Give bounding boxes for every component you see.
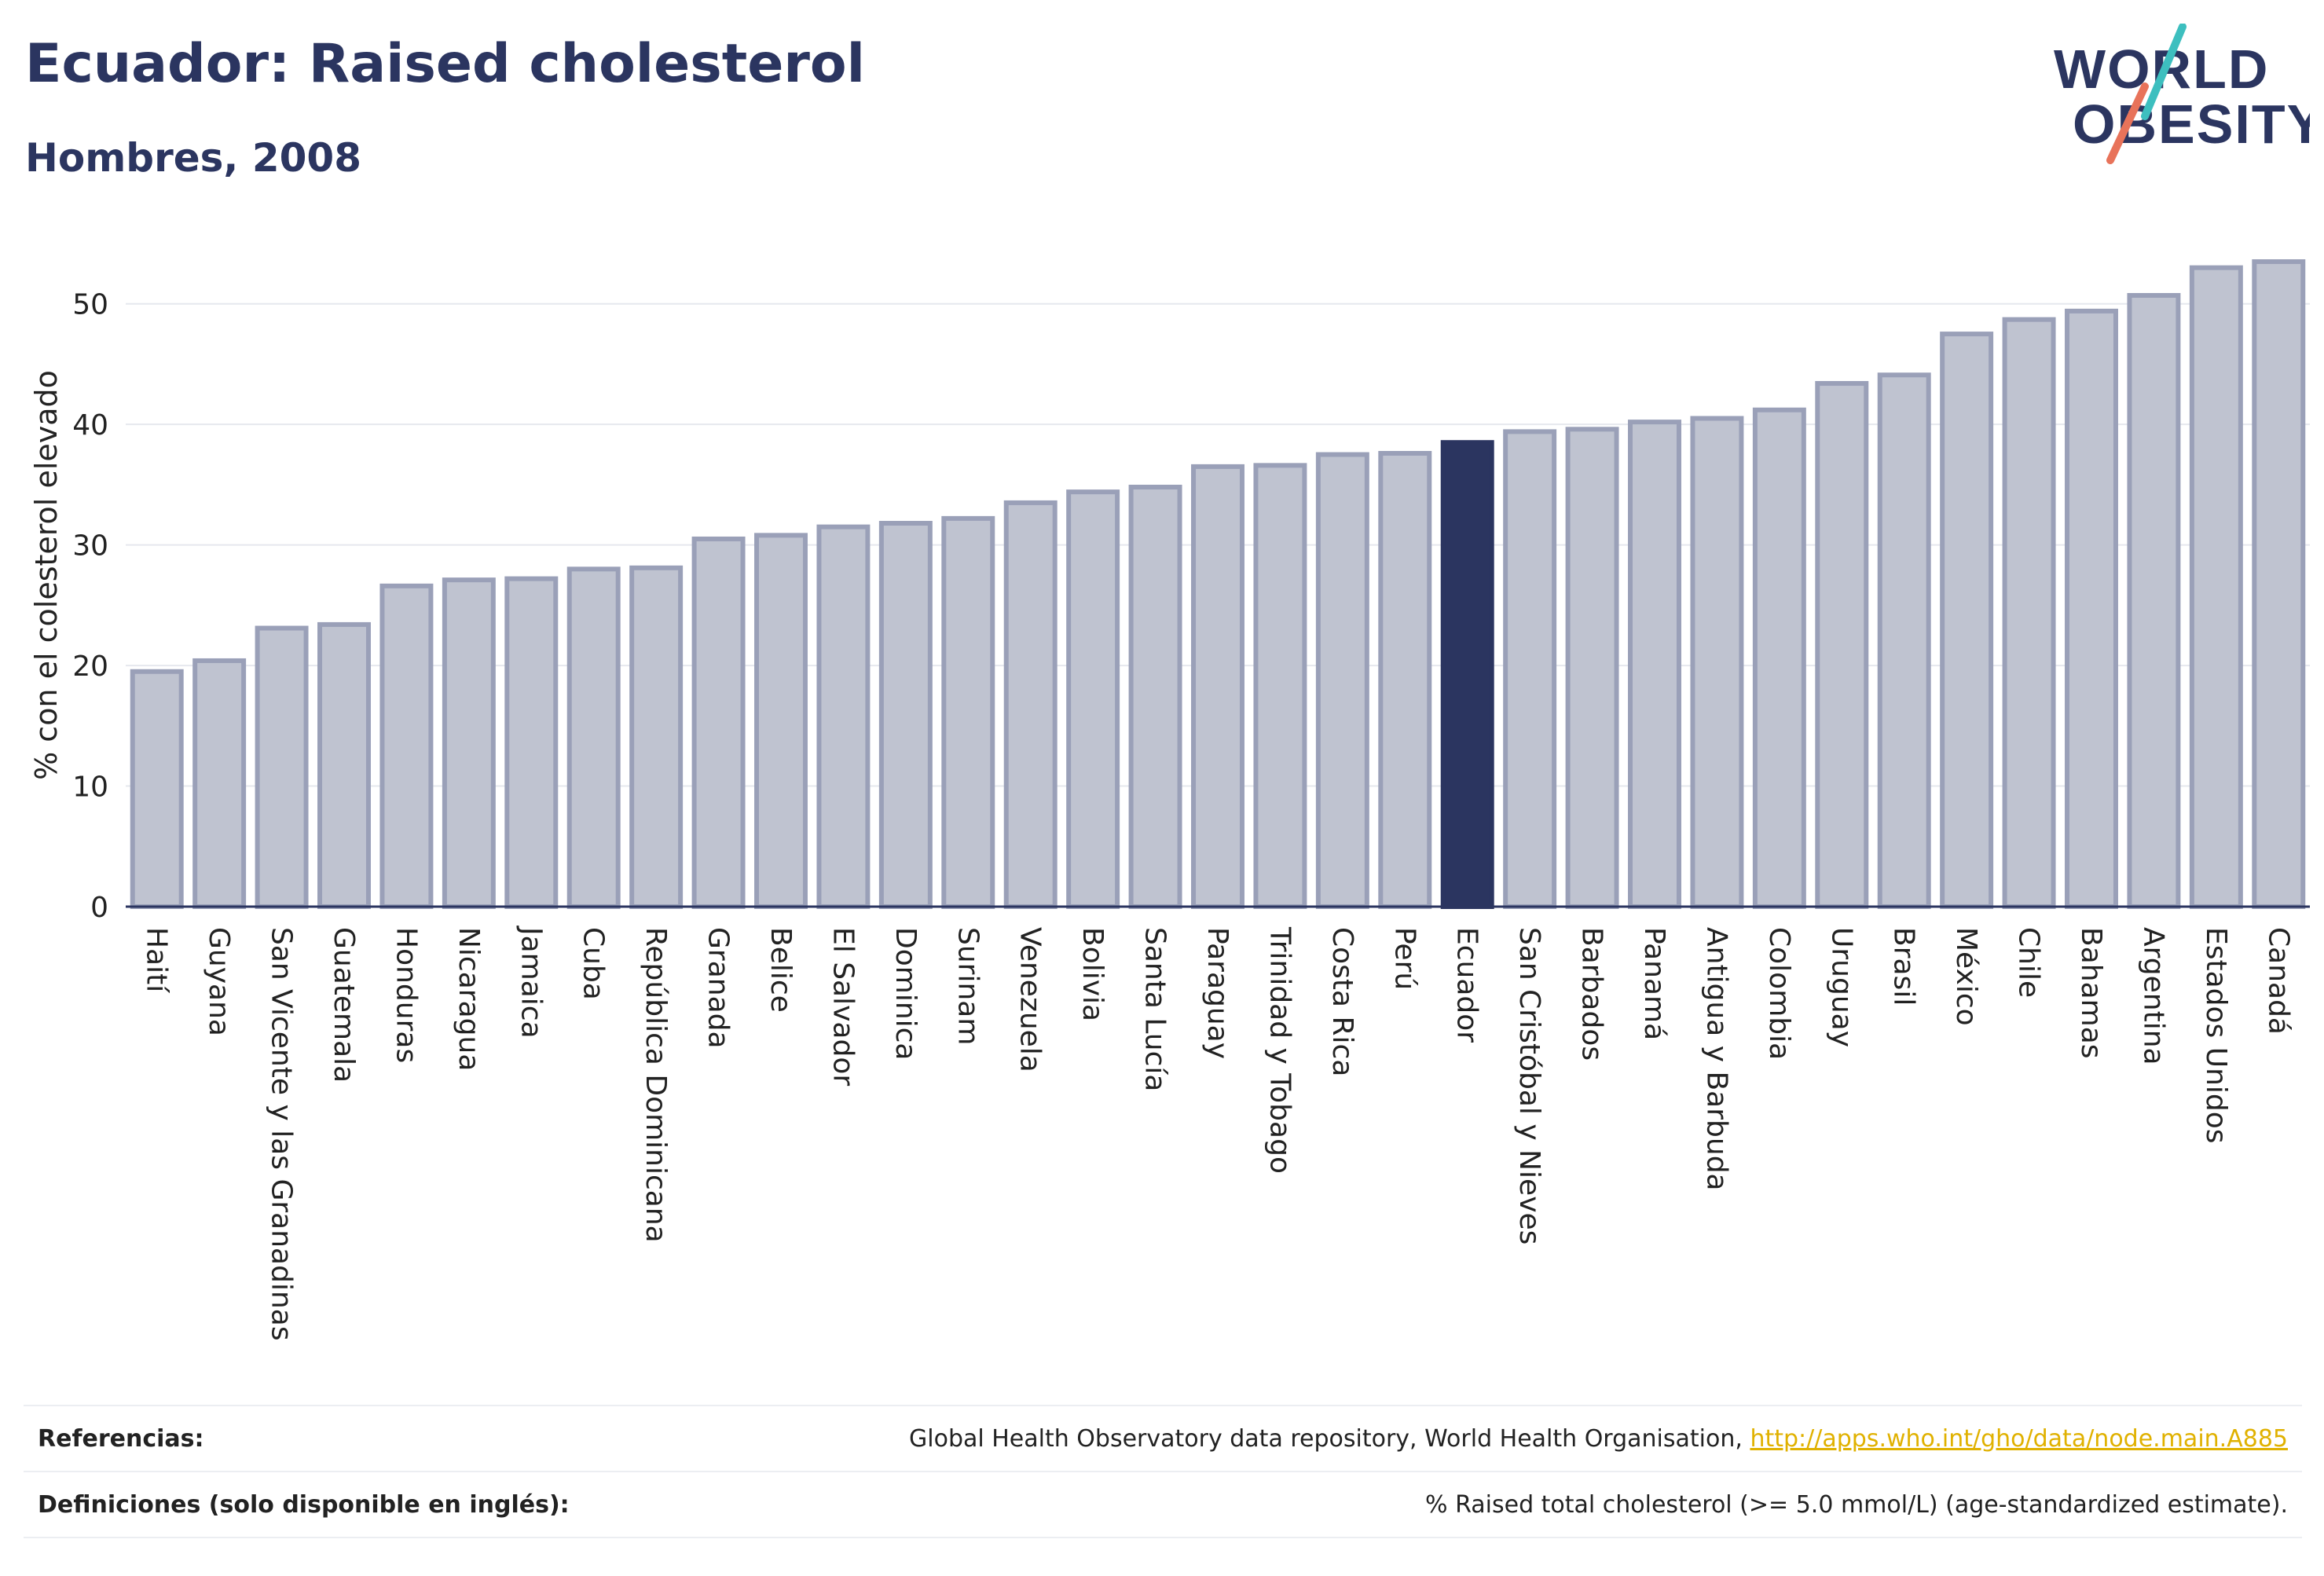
bar (566, 566, 621, 909)
bar (1066, 489, 1120, 909)
x-tick-label: República Dominicana (640, 927, 672, 1243)
bar (2252, 259, 2306, 909)
x-tick-label: Guyana (203, 927, 235, 1036)
x-tick-label: Haití (141, 927, 173, 993)
x-tick-label: Canadá (2262, 927, 2294, 1035)
logo-text-obesity: OBESITY (2073, 93, 2310, 155)
x-tick-label: Belice (764, 927, 797, 1013)
x-tick-label: Dominica (889, 927, 922, 1061)
bars (130, 259, 2306, 910)
x-tick-label: San Cristóbal y Nieves (1513, 927, 1545, 1244)
bar (1253, 463, 1307, 909)
x-tick-label: Argentina (2137, 927, 2169, 1065)
y-tick-label: 0 (90, 892, 108, 924)
y-tick-label: 40 (72, 409, 108, 442)
y-tick-label: 10 (72, 772, 108, 804)
x-tick-label: Jamaica (515, 925, 547, 1039)
bar (629, 565, 684, 909)
bar (1003, 500, 1058, 910)
bar (1128, 484, 1182, 909)
bar (691, 536, 746, 909)
bar-highlighted (1440, 440, 1494, 909)
y-tick-label: 20 (72, 651, 108, 683)
x-tick-label: Honduras (390, 927, 422, 1063)
bar (1503, 429, 1557, 909)
definitions-row: Definiciones (solo disponible en inglés)… (24, 1471, 2302, 1538)
y-tick-label: 50 (72, 289, 108, 321)
bar (2002, 317, 2056, 909)
x-tick-label: Estados Unidos (2200, 927, 2232, 1144)
x-tick-label: Panamá (1638, 927, 1670, 1040)
x-tick-label: Costa Rica (1326, 927, 1358, 1076)
x-tick-label: Trinidad y Tobago (1263, 926, 1296, 1174)
bar (1628, 420, 1681, 909)
bar (1565, 427, 1619, 909)
definitions-label: Definiciones (solo disponible en inglés)… (38, 1490, 570, 1519)
chart-subtitle: Hombres, 2008 (25, 135, 361, 181)
bar (130, 669, 184, 909)
bar (2189, 265, 2243, 909)
bar (878, 521, 933, 909)
x-tick-label: Barbados (1576, 927, 1608, 1061)
bar (379, 583, 434, 909)
world-obesity-logo: WORLD OBESITY (2054, 24, 2310, 164)
bar (1940, 332, 1994, 910)
bar (317, 621, 371, 910)
y-axis-title: % con el colesterol elevado (29, 370, 64, 780)
x-tick-label: Nicaragua (453, 927, 485, 1071)
bar (1315, 452, 1369, 909)
chart-title: Ecuador: Raised cholesterol (25, 33, 865, 95)
references-link[interactable]: http://apps.who.int/gho/data/node.main.A… (1750, 1424, 2288, 1453)
x-tick-label: Bahamas (2075, 927, 2107, 1059)
x-tick-label: Cuba (577, 927, 610, 1000)
x-tick-label: San Vicente y las Granadinas (266, 927, 298, 1341)
bar (2065, 308, 2118, 909)
bar (754, 533, 808, 909)
x-tick-label: Antigua y Barbuda (1700, 927, 1732, 1191)
x-tick-label: El Salvador (827, 927, 859, 1086)
bar (504, 576, 559, 909)
bar (2127, 292, 2181, 909)
bar-chart: 0 10 20 30 40 50 % con el colesterol elevado Ha… (29, 259, 2310, 1341)
references-text: Global Health Observatory data repositor… (909, 1424, 1750, 1453)
bar (941, 515, 995, 909)
logo-slash-coral (2106, 82, 2149, 164)
x-tick-label: Surinam (951, 927, 984, 1045)
bar (1752, 407, 1806, 909)
axes: 0 10 20 30 40 50 % con el colesterol elevado Ha… (29, 289, 2310, 1341)
x-tick-label: Uruguay (1825, 927, 1857, 1047)
bar (255, 625, 309, 910)
footer-table: Referencias: Global Health Observatory d… (24, 1405, 2302, 1538)
bar (1877, 372, 1931, 910)
x-tick-label: Chile (2013, 927, 2045, 998)
references-value: Global Health Observatory data repositor… (909, 1425, 2302, 1453)
x-tick-label: Paraguay (1201, 927, 1233, 1059)
x-tick-label: Bolivia (1076, 927, 1109, 1021)
y-tick-label: 30 (72, 530, 108, 563)
x-tick-label: Guatemala (328, 927, 360, 1083)
references-row: Referencias: Global Health Observatory d… (24, 1405, 2302, 1471)
x-tick-label: Ecuador (1451, 927, 1483, 1043)
definitions-text: % Raised total cholesterol (>= 5.0 mmol/… (1425, 1490, 2288, 1519)
bar (1191, 464, 1244, 909)
x-tick-label: Brasil (1888, 927, 1920, 1006)
bar (1378, 451, 1432, 909)
x-tick-label: Perú (1388, 927, 1420, 990)
bar (442, 577, 496, 909)
x-tick-label: Santa Lucía (1139, 927, 1171, 1091)
bar (816, 524, 871, 909)
logo-slash-teal (2141, 24, 2187, 120)
bar (192, 658, 247, 909)
bar (1690, 416, 1744, 909)
x-tick-label: Granada (702, 927, 735, 1049)
x-tick-label: Colombia (1763, 927, 1795, 1060)
x-tick-label: Venezuela (1014, 927, 1047, 1072)
references-label: Referencias: (38, 1424, 204, 1453)
x-tick-label: México (1950, 927, 1982, 1026)
bar (1815, 381, 1869, 910)
